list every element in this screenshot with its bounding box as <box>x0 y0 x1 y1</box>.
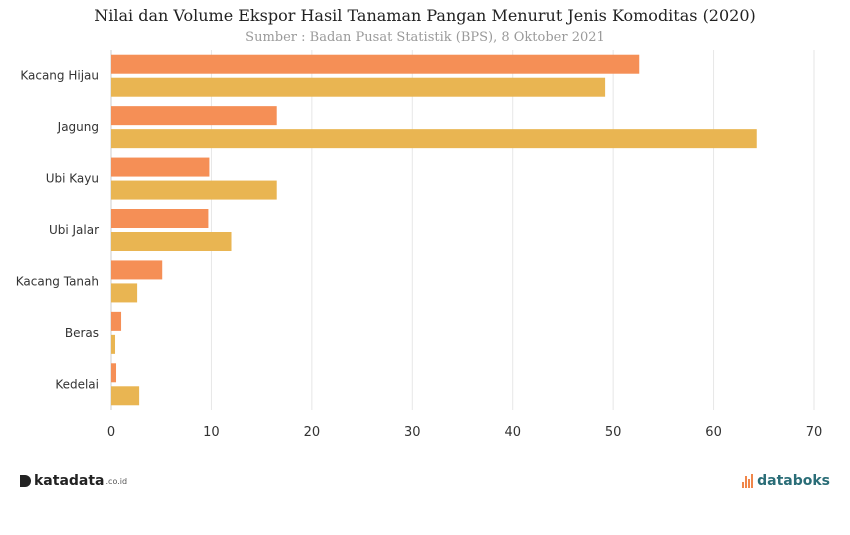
category-label: Beras <box>65 326 99 340</box>
category-label: Kacang Tanah <box>16 274 99 288</box>
chart-title: Nilai dan Volume Ekspor Hasil Tanaman Pa… <box>94 6 756 25</box>
katadata-logo: katadata .co.id <box>20 473 127 489</box>
x-tick-label: 40 <box>504 425 521 440</box>
bar <box>111 106 277 126</box>
x-tick-label: 70 <box>806 425 823 440</box>
x-tick-label: 10 <box>203 425 220 440</box>
bar <box>111 232 232 251</box>
chart-subtitle: Sumber : Badan Pusat Statistik (BPS), 8 … <box>245 30 605 45</box>
category-label: Ubi Kayu <box>46 172 99 186</box>
category-label: Jagung <box>57 120 99 134</box>
bar <box>111 54 640 74</box>
category-label: Kedelai <box>55 377 99 391</box>
x-tick-label: 30 <box>404 425 421 440</box>
katadata-logo-suffix: .co.id <box>105 476 128 486</box>
bar <box>111 180 277 200</box>
bar <box>111 209 209 228</box>
bar <box>111 363 117 383</box>
databoks-logo: databoks <box>742 473 830 489</box>
x-tick-label: 0 <box>107 425 115 440</box>
x-tick-label: 20 <box>304 425 321 440</box>
category-label: Kacang Hijau <box>20 69 99 83</box>
bar <box>111 386 140 406</box>
katadata-logo-text: katadata <box>34 473 105 489</box>
x-tick-label: 60 <box>705 425 722 440</box>
bar <box>111 129 757 149</box>
bar <box>111 311 122 331</box>
databoks-logo-text: databoks <box>757 473 830 489</box>
databoks-bars-icon <box>742 474 754 488</box>
bar <box>111 260 163 280</box>
category-label: Ubi Jalar <box>49 223 99 237</box>
bar <box>111 77 606 97</box>
bar <box>111 283 138 303</box>
bar <box>111 334 116 354</box>
bar <box>111 157 210 177</box>
katadata-mark-icon <box>20 475 31 487</box>
x-tick-label: 50 <box>605 425 622 440</box>
